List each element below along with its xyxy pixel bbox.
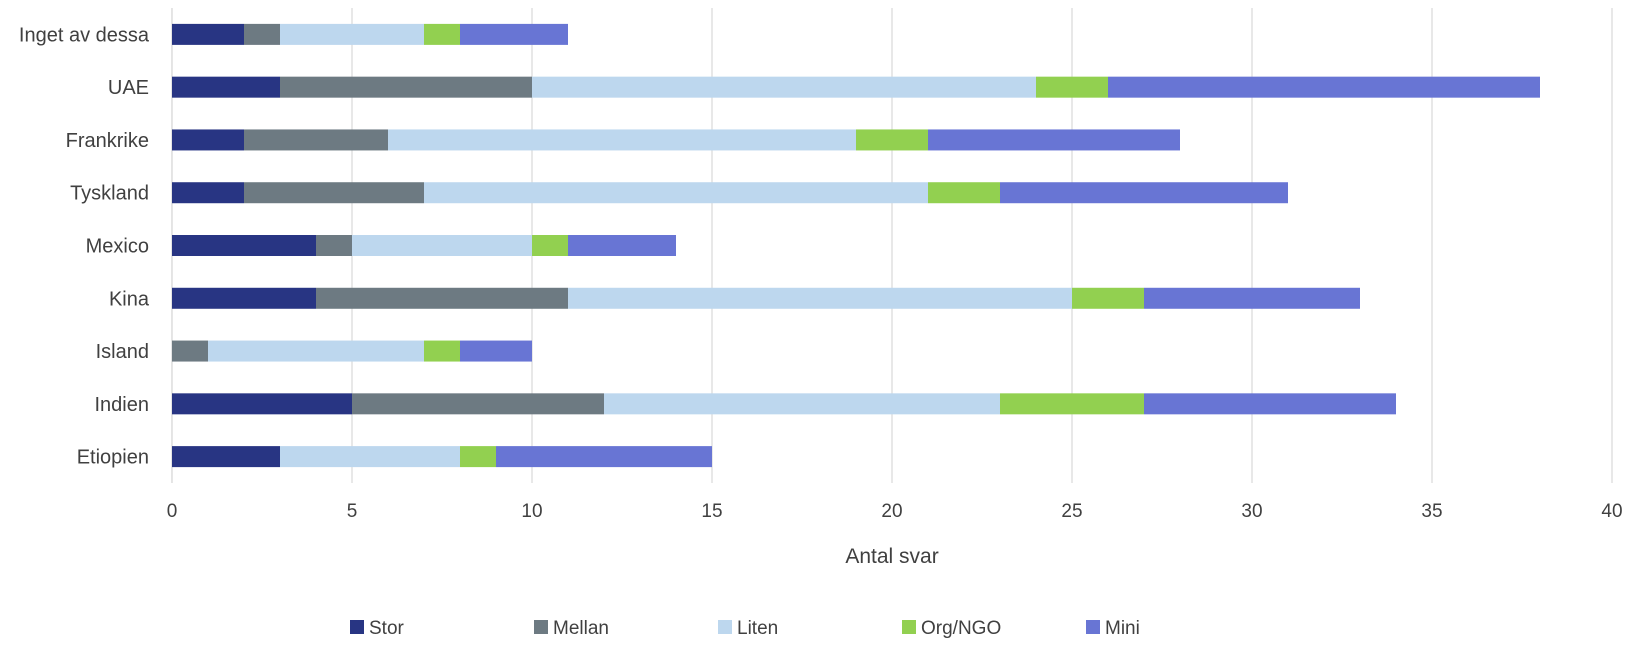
bar-segment-stor bbox=[172, 287, 316, 309]
bar-segment-stor bbox=[172, 235, 316, 256]
bar-segment-org-ngo bbox=[460, 446, 496, 468]
bar-segment-mellan bbox=[316, 235, 352, 256]
category-label: Tyskland bbox=[70, 183, 149, 205]
legend-label: Liten bbox=[737, 618, 778, 639]
bar-segment-mini bbox=[1144, 287, 1360, 309]
bar-segment-stor bbox=[172, 23, 244, 45]
bar-segment-mellan bbox=[244, 129, 388, 151]
bar-segment-liten bbox=[208, 340, 424, 362]
x-tick-labels: 0 5 10 15 20 25 30 35 40 bbox=[167, 501, 1623, 522]
x-axis-title: Antal svar bbox=[845, 545, 938, 568]
bar-segment-liten bbox=[604, 393, 1000, 415]
bar-segment-mini bbox=[1108, 76, 1540, 98]
bar-segment-mellan bbox=[316, 287, 568, 309]
category-label: Kina bbox=[109, 288, 150, 310]
bar-segment-org-ngo bbox=[1000, 393, 1144, 415]
bar-segment-stor bbox=[172, 76, 280, 98]
bar-segment-mini bbox=[460, 23, 568, 45]
category-labels: Inget av dessa UAE Frankrike Tyskland Mexico… bbox=[19, 24, 150, 468]
category-label: UAE bbox=[108, 77, 149, 99]
bar-segment-mellan bbox=[352, 393, 604, 415]
bar-segment-org-ngo bbox=[1036, 76, 1108, 98]
x-tick-label: 25 bbox=[1061, 501, 1082, 522]
category-label: Indien bbox=[95, 394, 150, 416]
x-tick-label: 40 bbox=[1601, 501, 1622, 522]
legend-label: Mini bbox=[1105, 618, 1140, 639]
x-tick-label: 5 bbox=[347, 501, 358, 522]
category-label: Mexico bbox=[86, 236, 149, 258]
bar-segment-liten bbox=[280, 446, 460, 468]
bar-segment-mellan bbox=[244, 182, 424, 204]
category-label: Inget av dessa bbox=[19, 24, 150, 46]
bars bbox=[172, 23, 1540, 468]
legend-label: Mellan bbox=[553, 618, 609, 639]
bar-segment-liten bbox=[568, 287, 1072, 309]
legend: Stor Mellan Liten Org/NGO Mini bbox=[350, 618, 1140, 639]
bar-segment-mini bbox=[928, 129, 1180, 151]
bar-segment-org-ngo bbox=[1072, 287, 1144, 309]
bar-segment-mellan bbox=[244, 23, 280, 45]
bar-segment-stor bbox=[172, 446, 280, 468]
bar-segment-org-ngo bbox=[856, 129, 928, 151]
bar-segment-liten bbox=[424, 182, 928, 204]
bar-segment-stor bbox=[172, 393, 352, 415]
bar-segment-mellan bbox=[280, 76, 532, 98]
legend-swatch bbox=[1086, 620, 1100, 634]
legend-swatch bbox=[534, 620, 548, 634]
bar-segment-mini bbox=[568, 235, 676, 256]
bar-segment-mellan bbox=[172, 340, 208, 362]
x-tick-label: 0 bbox=[167, 501, 178, 522]
bar-segment-mini bbox=[1000, 182, 1288, 204]
bar-segment-liten bbox=[352, 235, 532, 256]
bar-segment-org-ngo bbox=[424, 23, 460, 45]
legend-swatch bbox=[718, 620, 732, 634]
legend-swatch bbox=[350, 620, 364, 634]
bar-segment-mini bbox=[1144, 393, 1396, 415]
x-tick-label: 30 bbox=[1241, 501, 1262, 522]
category-label: Island bbox=[96, 341, 149, 363]
legend-label: Org/NGO bbox=[921, 618, 1001, 639]
legend-swatch bbox=[902, 620, 916, 634]
bar-segment-liten bbox=[388, 129, 856, 151]
bar-segment-stor bbox=[172, 129, 244, 151]
bar-segment-mini bbox=[460, 340, 532, 362]
x-tick-label: 10 bbox=[521, 501, 542, 522]
x-tick-label: 35 bbox=[1421, 501, 1442, 522]
bar-segment-org-ngo bbox=[424, 340, 460, 362]
bar-segment-liten bbox=[280, 23, 424, 45]
bar-segment-org-ngo bbox=[928, 182, 1000, 204]
bar-segment-org-ngo bbox=[532, 235, 568, 256]
bar-segment-liten bbox=[532, 76, 1036, 98]
bar-segment-mini bbox=[496, 446, 712, 468]
category-label: Etiopien bbox=[77, 447, 149, 469]
bar-segment-stor bbox=[172, 182, 244, 204]
legend-label: Stor bbox=[369, 618, 405, 639]
category-label: Frankrike bbox=[66, 130, 149, 152]
x-tick-label: 20 bbox=[881, 501, 902, 522]
x-tick-label: 15 bbox=[701, 501, 722, 522]
